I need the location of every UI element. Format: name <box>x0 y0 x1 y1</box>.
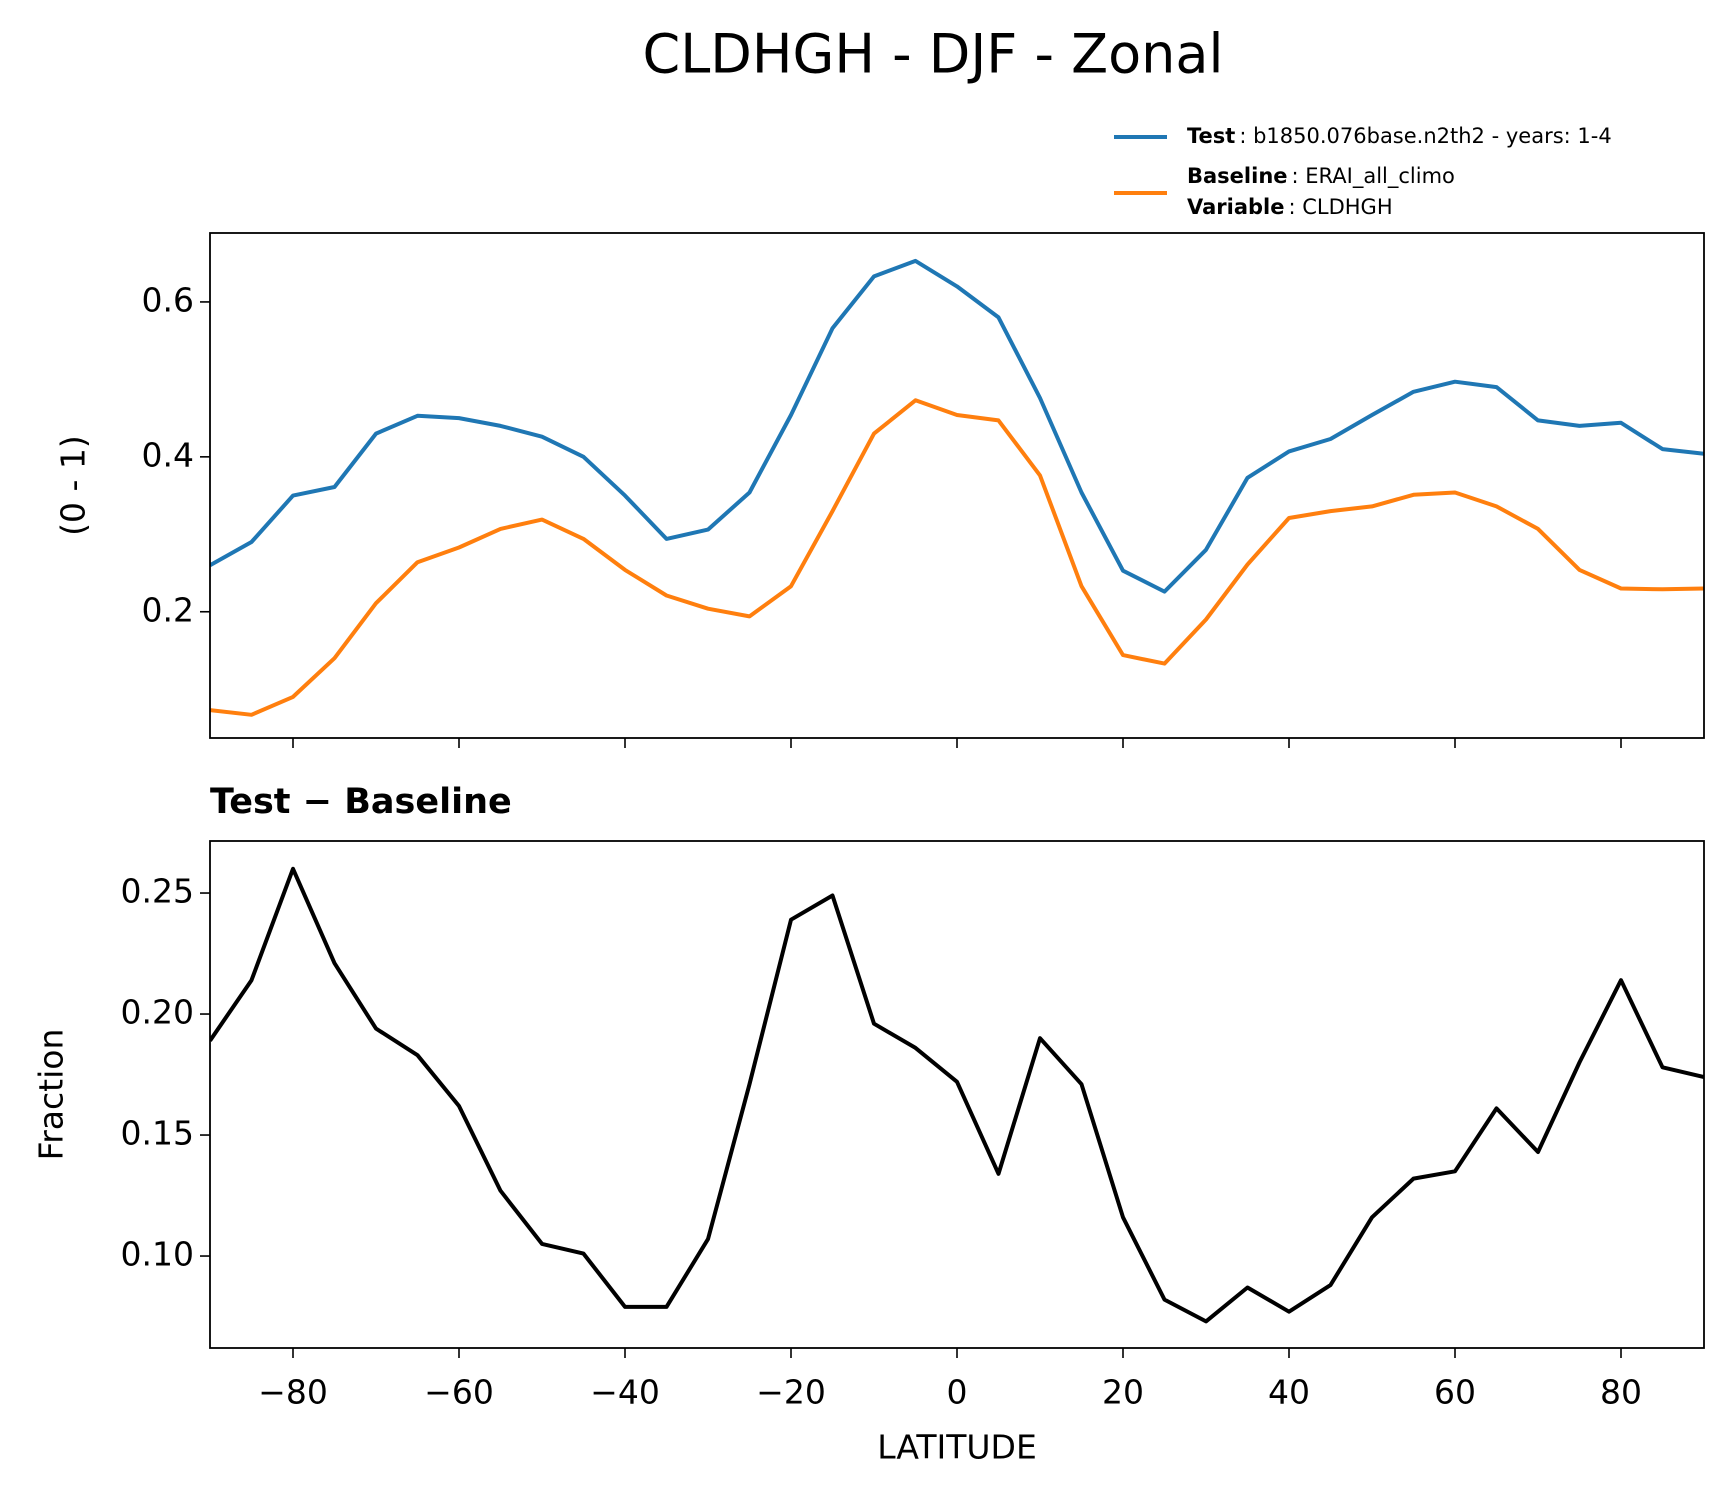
legend-label: Variable: CLDHGH <box>1187 195 1393 219</box>
legend-name: Test <box>1187 124 1235 148</box>
data-line <box>210 398 1704 717</box>
x-tick-label: 80 <box>1600 1373 1642 1412</box>
data-line <box>210 258 1704 594</box>
legend-label: Test: b1850.076base.n2th2 - years: 1-4 <box>1187 124 1612 148</box>
axes-frame <box>209 232 1705 739</box>
y-tick-label: 0.25 <box>121 872 194 911</box>
axes-frame <box>209 840 1705 1349</box>
y-tick-label: 0.20 <box>121 993 194 1032</box>
x-tick-label: −20 <box>756 1373 826 1412</box>
legend-label: Baseline: ERAI_all_climo <box>1187 164 1455 189</box>
y-tick-label: 0.2 <box>142 590 194 629</box>
axes-title: Test − Baseline <box>210 782 512 822</box>
legend-text: : b1850.076base.n2th2 - years: 1-4 <box>1239 124 1611 148</box>
figure-title: CLDHGH - DJF - Zonal <box>643 23 1224 86</box>
x-tick-label: −40 <box>590 1373 660 1412</box>
y-tick-label: 0.6 <box>142 280 194 319</box>
y-axis-label: (0 - 1) <box>54 435 93 536</box>
y-tick-label: 0.10 <box>121 1235 194 1274</box>
legend-text: : ERAI_all_climo <box>1292 164 1455 189</box>
y-tick-label: 0.4 <box>142 435 194 474</box>
legend-name: Variable <box>1187 195 1284 219</box>
x-tick-label: 20 <box>1102 1373 1144 1412</box>
legend-text: : CLDHGH <box>1288 195 1392 219</box>
data-line <box>210 866 1704 1324</box>
x-tick-label: −80 <box>258 1373 328 1412</box>
legend-name: Baseline <box>1187 164 1288 188</box>
y-tick-label: 0.15 <box>121 1114 194 1153</box>
x-tick-label: 60 <box>1434 1373 1476 1412</box>
x-tick-label: 0 <box>947 1373 968 1412</box>
x-tick-label: −60 <box>424 1373 494 1412</box>
x-axis-label: LATITUDE <box>877 1428 1037 1467</box>
x-tick-label: 40 <box>1268 1373 1310 1412</box>
y-axis-label: Fraction <box>32 1029 71 1161</box>
